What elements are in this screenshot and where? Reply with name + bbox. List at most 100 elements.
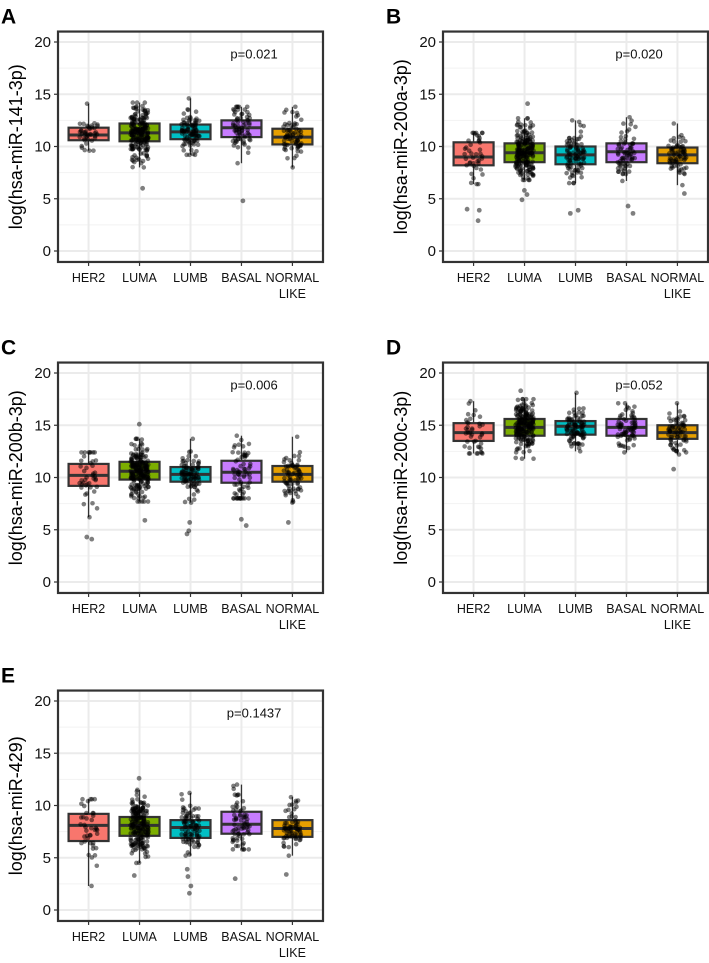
- jitter-point: [580, 410, 585, 415]
- jitter-point: [530, 159, 535, 165]
- jitter-point: [189, 147, 194, 153]
- jitter-point: [140, 838, 146, 844]
- box-basal: [220, 104, 263, 204]
- jitter-point: [133, 471, 139, 477]
- x-tick-label: NORMAL: [266, 271, 320, 285]
- jitter-point: [84, 465, 89, 471]
- box-luma: [503, 388, 546, 461]
- jitter-point: [289, 145, 294, 151]
- jitter-point: [575, 168, 581, 173]
- jitter-point: [524, 168, 530, 174]
- jitter-point: [181, 129, 186, 135]
- jitter-point: [235, 144, 241, 150]
- jitter-point: [141, 473, 147, 479]
- jitter-point: [627, 152, 633, 157]
- jitter-point: [236, 126, 242, 132]
- jitter-point: [682, 156, 688, 161]
- jitter-point: [195, 825, 200, 831]
- jitter-point: [528, 135, 533, 140]
- jitter-point: [681, 414, 687, 419]
- jitter-point: [132, 153, 137, 158]
- jitter-point: [675, 417, 681, 422]
- jitter-point: [185, 107, 190, 112]
- jitter-point: [180, 459, 185, 464]
- y-tick-label: 15: [419, 86, 436, 103]
- jitter-point: [480, 130, 485, 136]
- jitter-point: [580, 149, 586, 154]
- extreme-point: [574, 390, 579, 396]
- p-value-annotation: p=0.021: [230, 46, 277, 61]
- jitter-point: [232, 471, 237, 477]
- jitter-point: [128, 841, 134, 847]
- jitter-point: [528, 124, 533, 129]
- jitter-point: [90, 813, 96, 819]
- y-tick-label: 20: [419, 365, 436, 382]
- jitter-point: [142, 100, 148, 105]
- jitter-point: [247, 137, 252, 142]
- jitter-point: [569, 421, 575, 426]
- jitter-point: [145, 843, 151, 849]
- jitter-point: [286, 844, 292, 850]
- jitter-point: [680, 429, 685, 435]
- jitter-point: [564, 416, 570, 422]
- jitter-point: [478, 167, 484, 172]
- jitter-point: [574, 419, 580, 424]
- x-tick-label: NORMAL: [266, 930, 320, 944]
- jitter-point: [184, 465, 190, 471]
- jitter-point: [476, 133, 482, 139]
- jitter-point: [295, 138, 300, 143]
- jitter-point: [287, 458, 293, 463]
- jitter-point: [530, 166, 536, 171]
- outlier-point: [243, 523, 249, 528]
- jitter-point: [615, 146, 621, 152]
- jitter-point: [145, 135, 150, 141]
- jitter-point: [296, 453, 302, 459]
- jitter-point: [87, 832, 93, 838]
- outlier-point: [187, 520, 193, 525]
- jitter-point: [579, 141, 584, 147]
- jitter-point: [629, 420, 635, 425]
- y-tick-label: 10: [34, 470, 51, 487]
- extreme-point: [476, 181, 481, 187]
- y-tick-label: 0: [43, 902, 51, 919]
- jitter-point: [94, 863, 100, 869]
- jitter-point: [84, 141, 89, 146]
- jitter-point: [622, 166, 628, 171]
- jitter-point: [230, 121, 236, 126]
- x-tick-label: BASAL: [221, 602, 261, 616]
- x-tick-label: LIKE: [279, 287, 306, 301]
- jitter-point: [84, 816, 89, 821]
- jitter-point: [130, 464, 136, 470]
- jitter-point: [521, 433, 527, 439]
- jitter-point: [192, 484, 197, 490]
- jitter-point: [283, 455, 289, 461]
- jitter-point: [564, 170, 569, 176]
- jitter-point: [471, 175, 476, 181]
- box-normal-like: [271, 434, 314, 525]
- jitter-point: [195, 142, 201, 148]
- y-axis-title: log(hsa-miR-200b-3p): [6, 390, 26, 565]
- jitter-point: [570, 150, 576, 155]
- jitter-point: [246, 441, 252, 447]
- jitter-point: [674, 443, 680, 448]
- jitter-point: [567, 175, 573, 180]
- jitter-point: [182, 818, 187, 824]
- jitter-point: [677, 167, 682, 173]
- jitter-point: [627, 437, 633, 442]
- outlier-point: [521, 187, 527, 193]
- jitter-point: [523, 413, 528, 418]
- jitter-point: [186, 825, 192, 831]
- jitter-point: [523, 139, 529, 144]
- jitter-point: [578, 129, 584, 134]
- jitter-point: [281, 468, 287, 473]
- jitter-point: [629, 118, 634, 123]
- jitter-point: [632, 404, 637, 409]
- jitter-point: [297, 833, 303, 838]
- jitter-point: [671, 446, 677, 452]
- jitter-point: [247, 480, 252, 485]
- panel-letter: B: [386, 6, 401, 29]
- y-tick-label: 10: [419, 139, 436, 156]
- jitter-point: [190, 462, 196, 468]
- jitter-point: [246, 496, 252, 501]
- jitter-point: [524, 162, 529, 168]
